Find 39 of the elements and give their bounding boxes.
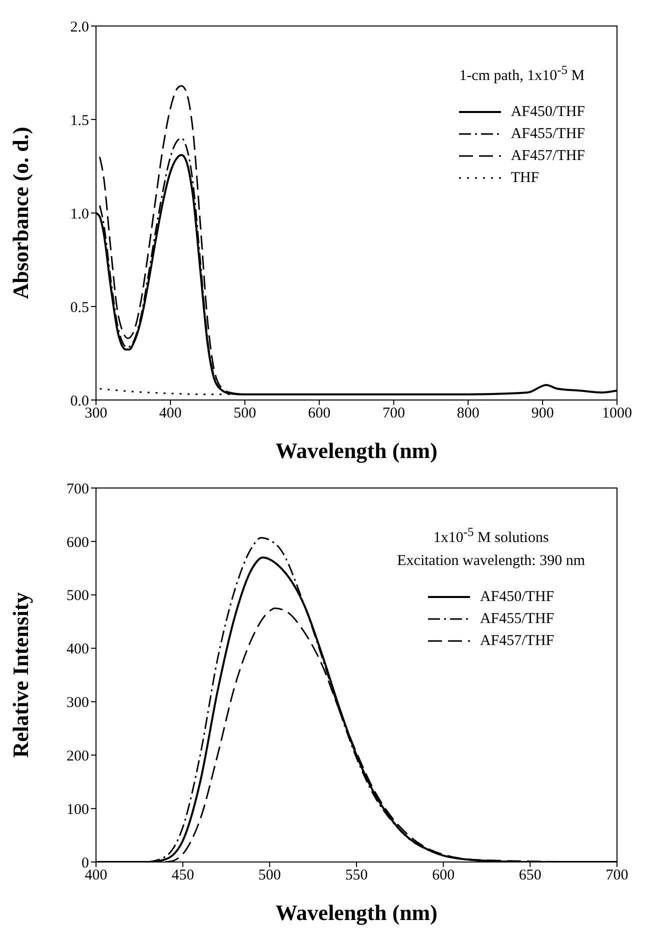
legend-label: AF450/THF [510,104,585,120]
x-tick-label: 1000 [602,406,632,422]
y-tick-label: 400 [66,642,89,658]
annotation: 1x10$^{-5}$ M solutions [432,525,550,547]
x-tick-label: 500 [258,868,281,884]
y-axis-title: Relative Intensity [8,592,33,758]
y-tick-label: 700 [66,481,89,498]
x-tick-label: 700 [382,406,405,422]
x-tick-label: 700 [606,868,628,884]
y-tick-label: 0.5 [70,300,89,316]
y-tick-label: 500 [66,588,89,604]
legend-label: AF455/THF [510,126,585,142]
legend-label: AF450/THF [480,588,554,606]
annotation: Excitation wavelength: 390 nm [397,553,585,570]
legend-label: AF455/THF [480,610,554,628]
x-tick-label: 300 [84,406,108,422]
legend-label: THF [510,170,540,186]
y-tick-label: 200 [66,748,89,764]
annotation: 1-cm path, 1x10$^{-5}$ M [458,63,585,85]
y-axis-title: Absorbance (o. d.) [8,126,33,300]
legend-label: AF457/THF [510,148,585,164]
x-tick-label: 650 [518,868,542,884]
legend-label: AF457/THF [480,632,554,650]
x-tick-label: 800 [456,406,480,422]
y-tick-label: 100 [66,802,89,818]
x-tick-label: 600 [308,406,331,422]
y-tick-label: 300 [66,695,89,712]
x-tick-label: 550 [345,868,368,884]
y-tick-label: 2.0 [70,19,89,36]
x-axis-title: Wavelength (nm) [276,900,438,925]
x-tick-label: 450 [172,868,194,884]
y-tick-label: 600 [66,534,89,551]
y-tick-label: 1.5 [70,112,89,129]
x-tick-label: 600 [432,868,455,884]
x-tick-label: 900 [531,406,554,422]
x-axis-title: Wavelength (nm) [276,438,438,463]
x-tick-label: 500 [234,406,256,422]
x-tick-label: 400 [159,406,182,422]
y-tick-label: 1.0 [70,206,89,222]
